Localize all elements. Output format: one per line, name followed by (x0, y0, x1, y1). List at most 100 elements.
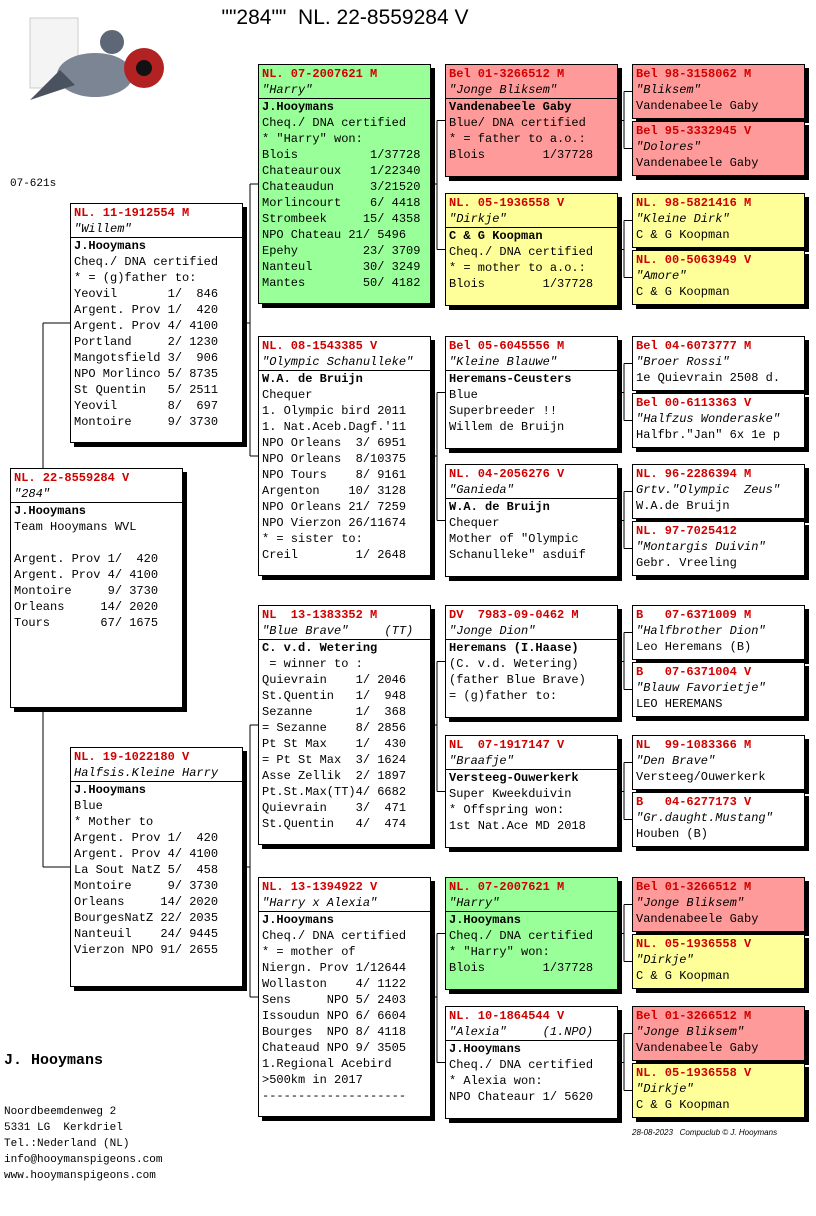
info-line: Heremans (I.Haase) (449, 641, 579, 655)
pigeon-name: Grtv."Olympic Zeus" (636, 483, 781, 497)
info-line: Argent. Prov 4/ 4100 (74, 847, 219, 861)
info-line: * Mother to (74, 815, 154, 829)
info-line: 1e Quievrain 2508 d. (636, 371, 781, 385)
ring-number: Bel 05-6045556 M (449, 339, 565, 353)
ring-number: NL. 19-1022180 V (74, 750, 190, 764)
info-line: Chateaud NPO 9/ 3505 (262, 1041, 407, 1055)
info-line: = winner to : (262, 657, 363, 671)
pedigree-box: NL. 22-8559284 V "284" J.Hooymans Team Hooy… (10, 468, 183, 708)
info-line: J.Hooymans (14, 504, 87, 518)
pigeon-name: "Broer Rossi" (636, 355, 730, 369)
info-line: St.Quentin 4/ 474 (262, 817, 407, 831)
info-line: Cheq./ DNA certified (449, 245, 594, 259)
ring-number: NL. 10-1864544 V (449, 1009, 565, 1023)
info-line: Vandenabeele Gaby (636, 156, 759, 170)
pigeon-name: "Kleine Dirk" (636, 212, 730, 226)
pigeon-name: "Jonge Dion" (446, 623, 617, 640)
info-line: Argent. Prov 1/ 420 (74, 303, 219, 317)
footer-date: 28-08-2023 (632, 1128, 673, 1137)
info-line: Vandenabeele Gaby (636, 1041, 759, 1055)
pedigree-box: NL. 05-1936558 V "Dirkje" C & G Koopman (632, 1063, 805, 1118)
info-line: Cheq./ DNA certified (262, 116, 407, 130)
pigeon-name: "Halfbrother Dion" (636, 624, 766, 638)
info-line: NPO Orleans 21/ 7259 (262, 500, 407, 514)
info-line: 1.Regional Acebird (262, 1057, 392, 1071)
info-line: Yeovil 1/ 846 (74, 287, 219, 301)
pedigree-box: NL. 07-2007621 M "Harry" J.Hooymans Cheq./ … (258, 64, 431, 304)
pedigree-box: NL. 08-1543385 V "Olympic Schanulleke" W.A… (258, 336, 431, 576)
info-line: = (g)father to: (449, 689, 558, 703)
info-line: Orleans 14/ 2020 (74, 895, 219, 909)
ring-number: NL. 11-1912554 M (74, 206, 190, 220)
pigeon-name: "Jonge Bliksem" (636, 1025, 745, 1039)
info-line: Quievrain 3/ 471 (262, 801, 407, 815)
pedigree-box: Bel 01-3266512 M "Jonge Bliksem" Vandenabe… (632, 1006, 805, 1061)
pigeon-name: "Willem" (71, 221, 242, 238)
pigeon-name: "Jonge Bliksem" (636, 896, 745, 910)
pedigree-box: NL. 04-2056276 V "Ganieda" W.A. de Bruijn C… (445, 464, 618, 577)
info-line: * "Harry" won: (449, 945, 550, 959)
owner-line: Noordbeemdenweg 2 (4, 1106, 117, 1118)
pigeon-name: "Dolores" (636, 140, 701, 154)
pigeon-name: "Ganieda" (446, 482, 617, 499)
pigeon-name: "Dirkje" (636, 953, 694, 967)
info-line: Issoudun NPO 6/ 6604 (262, 1009, 407, 1023)
info-line: Cheq./ DNA certified (449, 1058, 594, 1072)
info-line: Cheq./ DNA certified (262, 929, 407, 943)
info-line: Versteeg-Ouwerkerk (449, 771, 579, 785)
pigeon-name: "Jonge Bliksem" (446, 82, 617, 99)
ring-number: NL. 07-2007621 M (449, 880, 565, 894)
info-line: Superbreeder !! (449, 404, 558, 418)
info-line: Bourges NPO 8/ 4118 (262, 1025, 407, 1039)
info-line: Houben (B) (636, 827, 709, 841)
ring-number: NL 07-1917147 V (449, 738, 565, 752)
info-line: Strombeek 15/ 4358 (262, 212, 421, 226)
info-line: * = sister to: (262, 532, 363, 546)
info-line: W.A. de Bruijn (262, 372, 363, 386)
pedigree-box: NL. 07-2007621 M "Harry" J.Hooymans Cheq./ … (445, 877, 618, 990)
ring-number: NL. 07-2007621 M (262, 67, 378, 81)
info-line: LEO HEREMANS (636, 697, 723, 711)
pedigree-box: B 04-6277173 V "Gr.daught.Mustang" Houben … (632, 792, 805, 847)
info-line: Vierzon NPO 91/ 2655 (74, 943, 219, 957)
pigeon-name: "Dirkje" (636, 1082, 694, 1096)
info-line: Niergn. Prov 1/12644 (262, 961, 407, 975)
ring-number: Bel 01-3266512 M (636, 1009, 752, 1023)
info-line: 1. Olympic bird 2011 (262, 404, 407, 418)
pedigree-box: Bel 98-3158062 M "Bliksem" Vandenabeele Ga… (632, 64, 805, 119)
info-line: * Alexia won: (449, 1074, 543, 1088)
info-line: Nanteuil 24/ 9445 (74, 927, 219, 941)
pigeon-name: "Gr.daught.Mustang" (636, 811, 773, 825)
info-line: Asse Zellik 2/ 1897 (262, 769, 407, 783)
info-line: Tours 67/ 1675 (14, 616, 159, 630)
info-line: Montoire 9/ 3730 (74, 415, 219, 429)
info-line: J.Hooymans (262, 100, 335, 114)
info-line: Portland 2/ 1230 (74, 335, 219, 349)
info-line: Blois 1/37728 (449, 277, 594, 291)
info-line: Blois 1/37728 (449, 148, 594, 162)
pigeon-name: "Montargis Duivin" (636, 540, 766, 554)
pigeon-name: "Harry" (446, 895, 617, 912)
info-line: 1st Nat.Ace MD 2018 (449, 819, 586, 833)
info-line: (father Blue Brave) (449, 673, 586, 687)
ring-number: NL. 98-5821416 M (636, 196, 752, 210)
pedigree-box: DV 7983-09-0462 M "Jonge Dion" Heremans (I… (445, 605, 618, 718)
info-line: Chateauroux 1/22340 (262, 164, 421, 178)
ring-number: B 04-6277173 V (636, 795, 752, 809)
pigeon-name: Halfsis.Kleine Harry (71, 765, 242, 782)
info-line: Mantes 50/ 4182 (262, 276, 421, 290)
pedigree-box: NL 07-1917147 V "Braafje" Versteeg-Ouwerke… (445, 735, 618, 848)
owner-line: www.hooymanspigeons.com (4, 1170, 156, 1182)
footer: 28-08-2023 Compuclub © J. Hooymans (632, 1128, 777, 1137)
ring-number: Bel 00-6113363 V (636, 396, 752, 410)
info-line: NPO Vierzon 26/11674 (262, 516, 407, 530)
info-line: * = mother of (262, 945, 356, 959)
info-line: St Quentin 5/ 2511 (74, 383, 219, 397)
info-line: NPO Orleans 8/10375 (262, 452, 407, 466)
pigeon-name: "Blue Brave" (TT) (259, 623, 430, 640)
pedigree-box: Bel 01-3266512 M "Jonge Bliksem" Vandenabe… (445, 64, 618, 177)
info-line: NPO Chateaur 1/ 5620 (449, 1090, 594, 1104)
pigeon-name: "Bliksem" (636, 83, 701, 97)
info-line: Blue/ DNA certified (449, 116, 586, 130)
info-line: Argent. Prov 1/ 420 (74, 831, 219, 845)
